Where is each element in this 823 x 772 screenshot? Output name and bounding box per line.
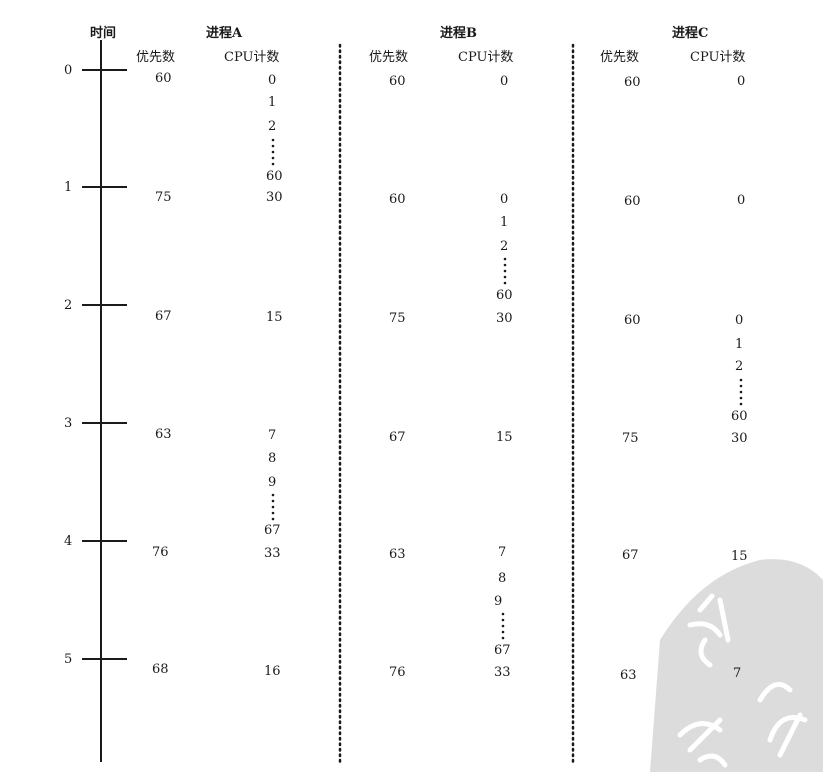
time-tick-label: 4 [64,534,73,549]
process-c-priority: 60 [624,194,641,209]
process-b-cpu-count: 67 [494,643,511,658]
process-a-cpu-count: 8 [268,451,277,466]
process-c-priority: 67 [622,548,639,563]
process-c-cpu-count: 0 [737,74,746,89]
process-b-name: 进程B [440,26,477,41]
process-a-priority: 76 [152,545,169,560]
process-a-cpu-count: 15 [266,310,283,325]
process-b-cpu-count: 0 [500,74,509,89]
ellipsis-dot [503,269,507,273]
ellipsis-dot [503,275,507,279]
process-a-name: 进程A [206,26,243,41]
process-a-cpu-count: 60 [266,169,283,184]
ellipsis-dot [271,162,275,166]
time-tick-label: 1 [64,180,73,195]
process-b-priority-header: 优先数 [369,50,409,65]
process-b-priority: 63 [389,547,406,562]
process-a-cpu-count: 2 [268,119,277,134]
watermark-seal [650,559,823,772]
process-c-priority-header: 优先数 [600,50,640,65]
process-c-priority: 60 [624,75,641,90]
process-a-cpu-count: 0 [268,73,277,88]
ellipsis-dot [271,493,275,497]
ellipsis-dot [501,612,505,616]
time-tick-label: 5 [64,652,73,667]
process-a-cpu-count: 33 [264,546,281,561]
ellipsis-dot [271,150,275,154]
process-a-priority-header: 优先数 [136,50,176,65]
ellipsis-dot [271,511,275,515]
ellipsis-dots [271,138,743,640]
process-b-priority: 60 [389,192,406,207]
process-b-cpu-count: 0 [500,192,509,207]
process-a-priority: 63 [155,427,172,442]
ellipsis-dot [503,281,507,285]
ellipsis-dot [501,624,505,628]
process-c-priority: 60 [624,313,641,328]
process-a-priority: 67 [155,309,172,324]
process-b-cpu-count: 2 [500,239,509,254]
process-a-cpu-count: 67 [264,523,281,538]
process-c-priority: 75 [622,431,639,446]
process-b-cpu-count: 7 [498,545,507,560]
process-a-cpu-count: 1 [268,95,277,110]
process-b-cpu-count: 30 [496,311,513,326]
process-b-cpu-count: 8 [498,571,507,586]
time-header: 时间 [90,26,117,41]
process-c-cpu-count: 7 [733,666,742,681]
process-a-cpu-header: CPU计数 [224,50,280,65]
ellipsis-dot [739,402,743,406]
process-c-cpu-count: 15 [731,549,748,564]
process-a-cpu-count: 7 [268,428,277,443]
process-b-priority: 75 [389,311,406,326]
ellipsis-dot [503,257,507,261]
process-a-cpu-count: 30 [266,190,283,205]
ellipsis-dot [739,390,743,394]
ellipsis-dot [271,144,275,148]
process-c-cpu-count: 1 [735,337,744,352]
ellipsis-dot [739,384,743,388]
process-b-priority: 60 [389,74,406,89]
process-b-cpu-count: 60 [496,288,513,303]
process-b-cpu-count: 15 [496,430,513,445]
process-b-cpu-count: 1 [500,215,509,230]
process-a-priority: 60 [155,71,172,86]
process-a-priority: 75 [155,190,172,205]
process-a-priority: 68 [152,662,169,677]
time-tick-label: 2 [64,298,73,313]
ellipsis-dot [739,396,743,400]
process-c-name: 进程C [672,26,709,41]
ellipsis-dot [271,156,275,160]
process-b-cpu-header: CPU计数 [458,50,514,65]
process-c-cpu-count: 0 [737,193,746,208]
process-c-cpu-count: 0 [735,313,744,328]
ellipsis-dot [503,263,507,267]
process-a-cpu-count: 9 [268,475,277,490]
process-c-cpu-count: 2 [735,359,744,374]
ellipsis-dot [739,378,743,382]
ellipsis-dot [501,618,505,622]
ellipsis-dot [271,138,275,142]
process-b-cpu-count: 33 [494,665,511,680]
process-b-priority: 67 [389,430,406,445]
ellipsis-dot [271,499,275,503]
ellipsis-dot [501,630,505,634]
time-tick-label: 3 [64,416,73,431]
process-c-priority: 63 [620,668,637,683]
time-tick-marks [82,69,127,660]
ellipsis-dot [271,505,275,509]
process-b-cpu-count: 9 [494,594,503,609]
process-c-cpu-header: CPU计数 [690,50,746,65]
process-c-cpu-count: 30 [731,431,748,446]
process-a-cpu-count: 16 [264,664,281,679]
process-b-priority: 76 [389,665,406,680]
process-c-cpu-count: 60 [731,409,748,424]
ellipsis-dot [501,636,505,640]
ellipsis-dot [271,517,275,521]
time-tick-label: 0 [64,63,73,78]
